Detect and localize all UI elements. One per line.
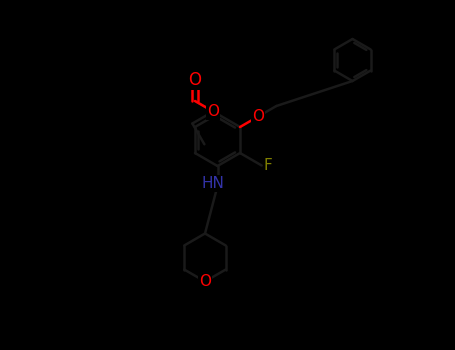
Text: O: O [188,71,202,89]
Text: F: F [263,158,272,173]
Text: O: O [207,104,219,119]
Text: HN: HN [201,176,224,191]
Text: O: O [252,109,264,124]
Text: O: O [199,274,211,289]
